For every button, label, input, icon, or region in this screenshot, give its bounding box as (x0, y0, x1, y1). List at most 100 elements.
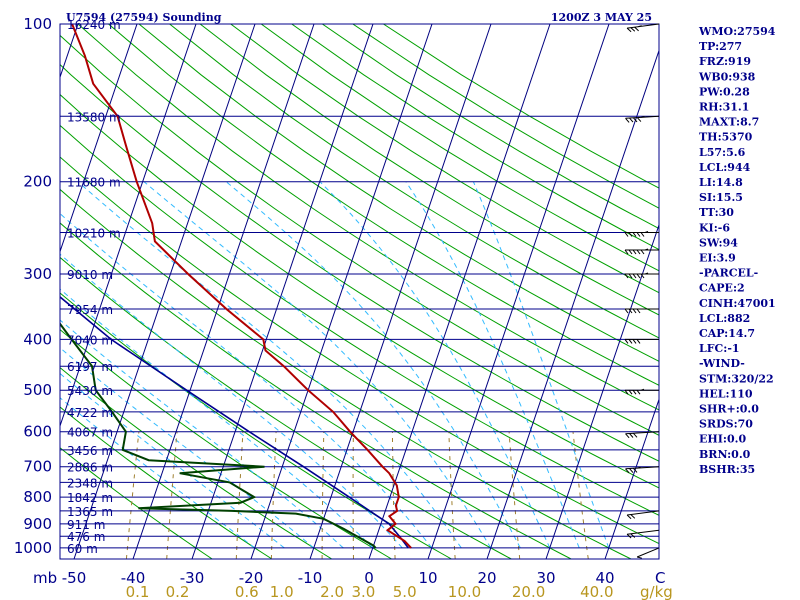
wind-barb-staff (625, 431, 660, 435)
wind-barb-flag (638, 25, 642, 28)
dry-adiabat (138, 24, 659, 362)
wind-barb-flag (629, 468, 634, 473)
index-entry: BSHR:35 (699, 463, 755, 476)
index-entry: -WIND- (699, 357, 745, 370)
wind-barb-staff (627, 529, 660, 535)
pressure-tick-label: 700 (23, 458, 52, 476)
height-label: 3456 m (67, 444, 113, 458)
temperature-tick-label: -10 (298, 569, 323, 587)
wind-barb-flag (636, 556, 642, 559)
wind-barb-flag (629, 433, 634, 438)
dry-adiabat (199, 24, 659, 316)
temperature-tick-label: -20 (239, 569, 264, 587)
wind-barb-staff (627, 23, 660, 29)
mixing-ratio-label: 0.2 (166, 583, 190, 600)
wind-barb-flag (632, 308, 637, 314)
wind-barb-flag (636, 389, 641, 395)
mixing-ratio-line (125, 431, 140, 559)
mixing-ratio-line (166, 431, 178, 559)
dry-adiabat (291, 24, 659, 251)
height-label: 4067 m (67, 426, 113, 440)
isotherm (545, 223, 659, 559)
temperature-tick-label: 0 (364, 569, 374, 587)
height-label: 1365 m (67, 505, 113, 519)
index-entry: BRN:0.0 (699, 448, 751, 461)
mixing-ratio-unit: g/kg (640, 583, 673, 600)
height-label: 476 m (67, 530, 105, 544)
wind-barb-flag (628, 232, 633, 237)
wind-barb-flag (624, 389, 629, 395)
height-label: 2886 m (67, 461, 113, 475)
index-entry: TP:277 (699, 40, 742, 53)
height-label: 7040 m (67, 333, 113, 347)
wind-barb-staff (625, 466, 660, 470)
wind-barb (625, 115, 660, 123)
celsius-label: C (655, 569, 665, 587)
plot-border (59, 23, 660, 560)
index-entry: FRZ:919 (699, 55, 751, 68)
wind-barb-flag (640, 273, 645, 279)
temperature-tick-label: -50 (62, 569, 87, 587)
wind-barb-flag (624, 339, 629, 344)
index-entry: MAXT:8.7 (699, 116, 759, 129)
pressure-tick-label: 600 (23, 423, 52, 441)
plot-frame (59, 23, 660, 560)
wind-barb (624, 248, 659, 255)
isotherm (250, 24, 433, 559)
moist-adiabat (143, 181, 492, 549)
index-entry: LFC:-1 (699, 342, 740, 355)
dry-adiabat (60, 222, 572, 559)
pressure-tick-label: 500 (23, 381, 52, 399)
temperature-trace (71, 24, 412, 549)
wind-barb (624, 231, 659, 237)
chart-title: U7594 (27594) Sounding (66, 11, 222, 24)
index-entry: WB0:938 (698, 70, 756, 83)
isotherm (73, 24, 256, 559)
mixing-ratio-label: 40.0 (580, 583, 613, 600)
index-entry: EHI:0.0 (699, 433, 746, 446)
moist-adiabat (405, 181, 580, 549)
isotherm (132, 24, 315, 559)
wind-barb-flag (640, 249, 645, 255)
mixing-ratio-label: 5.0 (393, 583, 417, 600)
dry-adiabat (108, 24, 659, 386)
index-entry: -PARCEL- (699, 267, 758, 280)
index-entry: HEL:110 (699, 387, 753, 400)
index-entry: TH:5370 (699, 131, 753, 144)
height-label: 7954 m (67, 303, 113, 317)
mixing-ratio-label: 20.0 (512, 583, 545, 600)
wind-barb-flag (633, 467, 638, 473)
wind-barb (624, 338, 659, 344)
dry-adiabat (77, 24, 659, 411)
wind-barb-flag (644, 231, 649, 233)
mixing-ratio-line (321, 431, 325, 559)
wind-barb-flag (625, 468, 630, 474)
mixing-ratio-label: 0.6 (235, 583, 259, 600)
index-entry: TT:30 (699, 206, 734, 219)
wind-barb (636, 547, 660, 559)
wind-barb (624, 272, 659, 279)
mixing-ratio-label: 1.0 (270, 583, 294, 600)
pressure-tick-label: 300 (23, 265, 52, 283)
index-entry: WMO:27594 (698, 25, 776, 38)
wind-barb-flag (628, 339, 633, 344)
height-label: 2348 m (67, 476, 113, 490)
height-label: 16240 m (67, 18, 121, 32)
isotherm (309, 24, 492, 559)
index-entry: CAPE:2 (699, 282, 745, 295)
height-label: 60 m (67, 542, 98, 556)
wind-barb (624, 308, 659, 314)
index-entry: SI:15.5 (699, 191, 743, 204)
wind-barb-flag (630, 533, 636, 538)
wind-barb-flag (626, 27, 632, 33)
wind-barb-flag (636, 232, 641, 237)
dry-adiabat (260, 24, 659, 272)
wind-barb-flag (644, 248, 649, 251)
wind-barb-flag (632, 273, 637, 279)
wind-barb-flag (626, 514, 632, 520)
index-entry: SRDS:70 (699, 418, 753, 431)
dry-adiabat (60, 93, 659, 489)
pressure-tick-label: 100 (23, 15, 52, 33)
wind-barb-flag (636, 117, 642, 122)
